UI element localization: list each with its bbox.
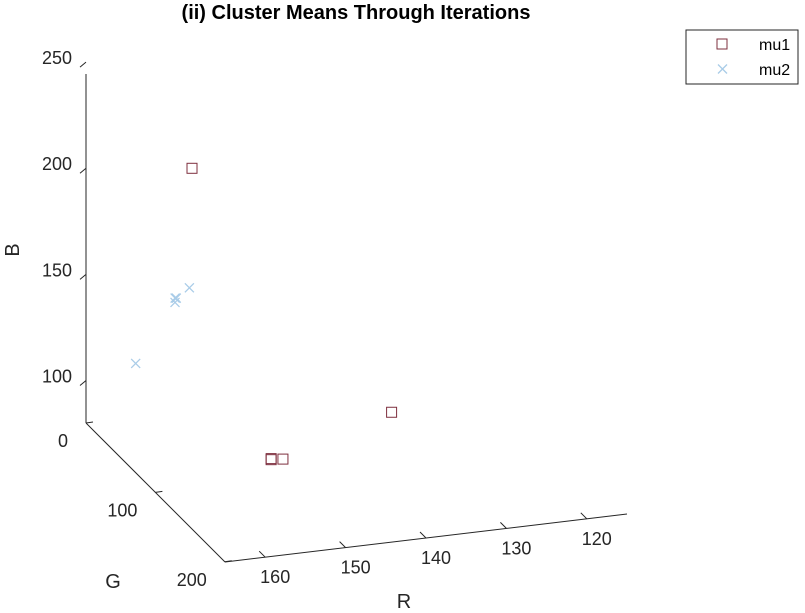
- point-mu2: [184, 282, 195, 293]
- point-mu2: [170, 293, 181, 304]
- z-tick-label: 150: [42, 260, 72, 280]
- point-mu1: [265, 454, 277, 466]
- x-tick-label: 120: [582, 529, 612, 549]
- x-tick-mark: [580, 512, 588, 520]
- x-tick-label: 150: [341, 558, 371, 578]
- legend-box: [685, 29, 799, 85]
- data-points: [130, 162, 398, 466]
- legend-label-mu1: mu1: [759, 37, 790, 54]
- point-mu1: [186, 162, 198, 174]
- y-tick-label: 200: [177, 570, 207, 590]
- point-mu1: [386, 406, 398, 418]
- z-tick-mark: [79, 380, 87, 386]
- point-mu1: [277, 453, 289, 465]
- chart-title: (ii) Cluster Means Through Iterations: [182, 2, 531, 24]
- y-axis-label: G: [105, 571, 121, 593]
- z-tick-mark: [79, 274, 87, 280]
- z-tick-label: 250: [42, 48, 72, 68]
- x-tick-mark: [500, 522, 507, 529]
- y-tick-mark: [85, 421, 94, 424]
- x-tick-mark: [258, 550, 266, 558]
- x-tick-label: 130: [501, 538, 531, 558]
- x-axis-label: R: [397, 591, 411, 613]
- point-mu2: [171, 293, 182, 304]
- z-axis-label: B: [2, 243, 24, 256]
- z-tick-label: 200: [42, 154, 72, 174]
- x-tick-label: 140: [421, 548, 451, 568]
- legend-marker-mu2: [717, 64, 728, 74]
- z-tick-mark: [79, 61, 87, 68]
- x-tick-mark: [339, 541, 346, 548]
- z-tick-mark: [79, 167, 87, 174]
- point-mu2: [130, 358, 141, 369]
- x-axis: 120 130 140 150 160: [224, 512, 628, 587]
- x-tick-label: 160: [260, 567, 290, 587]
- z-axis: 100 150 200 250: [42, 48, 87, 423]
- z-tick-label: 100: [42, 367, 72, 387]
- x-tick-mark: [419, 531, 427, 539]
- y-axis: 0 100 200: [58, 421, 232, 590]
- y-tick-mark: [155, 490, 163, 493]
- legend-marker-mu1: [716, 38, 728, 50]
- legend-label-mu2: mu2: [759, 62, 790, 79]
- y-tick-label: 100: [107, 500, 137, 520]
- y-tick-label: 0: [58, 431, 68, 451]
